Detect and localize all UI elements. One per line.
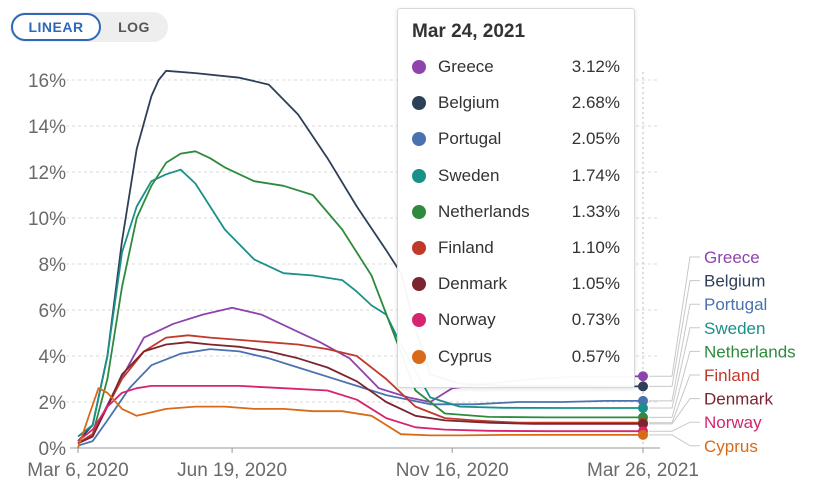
series-endpoint-cyprus	[638, 429, 648, 440]
legend-dot-icon	[412, 277, 426, 292]
label-connector	[649, 421, 700, 432]
tooltip-country-value: 1.10%	[571, 238, 620, 258]
tooltip-country-name: Portugal	[438, 129, 502, 149]
y-tick-label: 2%	[39, 393, 67, 414]
tooltip-country-value: 1.33%	[571, 201, 620, 221]
log-scale-button[interactable]: LOG	[118, 19, 150, 35]
label-connector	[649, 350, 700, 418]
series-end-label: Belgium	[704, 272, 765, 291]
series-end-label: Finland	[704, 366, 760, 385]
series-endpoint-portugal	[638, 395, 648, 406]
label-connector	[649, 280, 700, 387]
legend-dot-icon	[412, 60, 426, 75]
tooltip-country-value: 3.12%	[571, 57, 620, 77]
legend-dot-icon	[412, 241, 426, 256]
tooltip-country-name: Netherlands	[438, 201, 530, 221]
tooltip-country-name: Norway	[438, 310, 496, 330]
tooltip-row-greece: Greece 3.12%	[412, 49, 620, 85]
tooltip-date: Mar 24, 2021	[412, 21, 526, 42]
series-line-denmark	[77, 341, 643, 445]
legend-dot-icon	[412, 132, 426, 147]
series-line-portugal	[77, 348, 643, 447]
series-end-label: Sweden	[704, 319, 765, 338]
tooltip-row-norway: Norway 0.73%	[412, 302, 620, 338]
tooltip-country-value: 0.73%	[571, 310, 620, 330]
series-endpoint-sweden	[638, 402, 648, 413]
series-end-label: Portugal	[704, 295, 767, 314]
tooltip-country-value: 1.74%	[571, 165, 620, 185]
tooltip-country-name: Denmark	[438, 274, 507, 294]
tooltip-country-name: Cyprus	[438, 346, 492, 366]
series-line-norway	[77, 384, 643, 442]
label-connector	[649, 398, 700, 425]
series-end-label: Norway	[704, 413, 762, 432]
y-tick-label: 10%	[28, 209, 66, 230]
x-tick-label: Nov 16, 2020	[396, 460, 509, 481]
tooltip-country-value: 2.05%	[571, 129, 620, 149]
x-tick-label: Mar 6, 2020	[27, 460, 128, 481]
y-tick-label: 6%	[39, 301, 67, 322]
tooltip-country-value: 1.05%	[571, 274, 620, 294]
series-end-label: Denmark	[704, 390, 773, 409]
label-connector	[649, 303, 700, 402]
legend-dot-icon	[412, 168, 426, 183]
scale-toggle: LINEAR LOG	[10, 12, 168, 42]
label-connector	[649, 374, 700, 424]
label-connector	[649, 256, 700, 377]
series-line-cyprus	[77, 387, 643, 449]
tooltip-country-name: Belgium	[438, 93, 500, 113]
tooltip-row-denmark: Denmark 1.05%	[412, 266, 620, 302]
hover-tooltip: Mar 24, 2021 Greece 3.12% Belgium 2.68% Port…	[397, 8, 635, 388]
legend-dot-icon	[412, 349, 426, 364]
tooltip-row-portugal: Portugal 2.05%	[412, 121, 620, 157]
label-connector	[649, 327, 700, 409]
x-tick-label: Mar 26, 2021	[587, 460, 699, 481]
tooltip-row-belgium: Belgium 2.68%	[412, 85, 620, 121]
y-tick-label: 8%	[39, 255, 67, 276]
x-tick-label: Jun 19, 2020	[177, 460, 287, 481]
tooltip-row-netherlands: Netherlands 1.33%	[412, 194, 620, 230]
label-connector	[649, 434, 700, 447]
tooltip-row-finland: Finland 1.10%	[412, 230, 620, 266]
series-line-sweden	[77, 168, 643, 438]
series-endpoint-belgium	[638, 381, 648, 392]
tooltip-country-value: 2.68%	[571, 93, 620, 113]
legend-dot-icon	[412, 204, 426, 219]
y-tick-label: 16%	[28, 71, 66, 92]
series-end-label: Greece	[704, 248, 760, 267]
tooltip-country-value: 0.57%	[571, 346, 620, 366]
tooltip-country-name: Greece	[438, 57, 494, 77]
y-tick-label: 0%	[39, 439, 67, 460]
y-tick-label: 12%	[28, 163, 66, 184]
tooltip-country-name: Sweden	[438, 165, 500, 185]
series-endpoint-greece	[638, 371, 648, 382]
series-end-label: Cyprus	[704, 437, 758, 456]
series-line-finland	[77, 334, 643, 445]
tooltip-row-cyprus: Cyprus 0.57%	[412, 339, 620, 375]
linear-scale-button[interactable]: LINEAR	[11, 13, 101, 41]
legend-dot-icon	[412, 313, 426, 328]
legend-dot-icon	[412, 96, 426, 111]
tooltip-rows: Greece 3.12% Belgium 2.68% Portugal 2.05% Swed…	[412, 49, 620, 375]
series-line-netherlands	[77, 150, 643, 445]
tooltip-row-sweden: Sweden 1.74%	[412, 158, 620, 194]
y-tick-label: 14%	[28, 117, 66, 138]
y-tick-label: 4%	[39, 347, 67, 368]
series-end-label: Netherlands	[704, 342, 796, 361]
series-endpoint-denmark	[638, 418, 648, 429]
tooltip-country-name: Finland	[438, 238, 494, 258]
